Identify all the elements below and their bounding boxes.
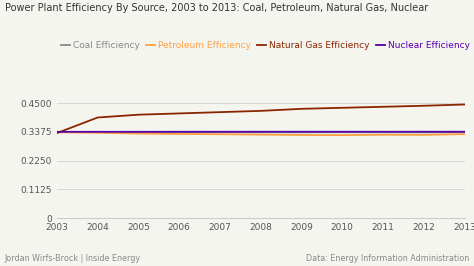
Text: Power Plant Efficiency By Source, 2003 to 2013: Coal, Petroleum, Natural Gas, Nu: Power Plant Efficiency By Source, 2003 t… (5, 3, 428, 13)
Text: Data: Energy Information Administration: Data: Energy Information Administration (306, 254, 469, 263)
Text: Jordan Wirfs-Brock | Inside Energy: Jordan Wirfs-Brock | Inside Energy (5, 254, 141, 263)
Legend: Coal Efficiency, Petroleum Efficiency, Natural Gas Efficiency, Nuclear Efficienc: Coal Efficiency, Petroleum Efficiency, N… (62, 41, 470, 50)
